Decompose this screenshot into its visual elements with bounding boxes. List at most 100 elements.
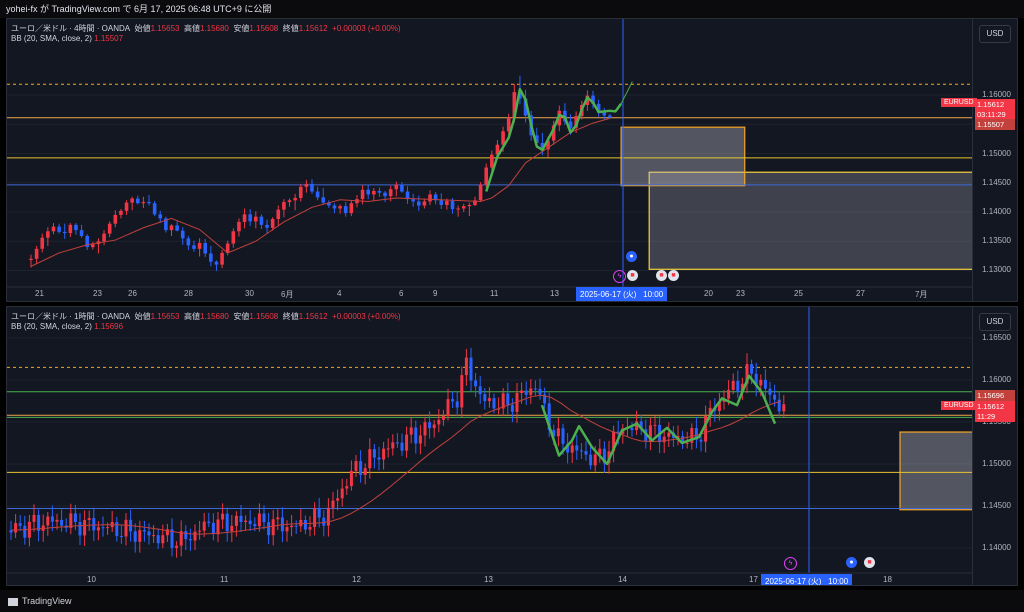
candle-body — [207, 521, 211, 523]
price-tick: 1.13500 — [982, 236, 1011, 246]
symbol-tag-1h: EURUSD — [941, 401, 977, 410]
candle-body — [612, 431, 616, 452]
candle-body — [377, 190, 382, 193]
price-tick: 1.15000 — [982, 458, 1011, 468]
candle-body — [451, 399, 455, 402]
candle-body — [115, 522, 119, 536]
us-flag-event-icon[interactable]: ■ — [627, 270, 638, 281]
us-flag-event-icon-2[interactable]: ■ — [656, 270, 667, 281]
candle-body — [298, 186, 303, 198]
candle-body — [285, 527, 289, 532]
price-scale-4h[interactable]: USD 1.160001.155001.150001.145001.140001… — [972, 19, 1017, 301]
time-tick: 6 — [399, 289, 404, 298]
time-tick: 26 — [128, 289, 137, 298]
price-tick: 1.16000 — [982, 90, 1011, 100]
candle-body — [568, 121, 573, 128]
candle-body — [533, 388, 537, 390]
candle-body — [271, 519, 275, 536]
candle-body — [474, 380, 478, 387]
candle-body — [512, 92, 517, 118]
dividend-lightning-icon-1h[interactable]: ϟ — [784, 557, 797, 570]
candle-body — [203, 242, 208, 254]
candle-body — [230, 525, 234, 532]
dividend-lightning-icon[interactable]: ϟ — [613, 270, 626, 283]
candle-body — [156, 535, 160, 544]
us-flag-event-icon-1h[interactable]: ■ — [864, 557, 875, 568]
candle-body — [60, 519, 64, 526]
candle-body — [165, 529, 169, 536]
crosshair-time-label-1h: 2025-06-17 (火) 10:00 — [761, 574, 853, 585]
candle-body — [495, 144, 500, 155]
candle-body — [395, 442, 399, 444]
candle-body — [248, 214, 252, 222]
candle-body — [359, 461, 363, 475]
candle-body — [78, 521, 82, 536]
candle-body — [432, 424, 436, 429]
candle-body — [777, 399, 781, 412]
currency-button[interactable]: USD — [979, 25, 1011, 43]
chart-panel-1h[interactable]: ユーロ／米ドル · 1時間 · OANDA 始値1.15653 高値1.1568… — [6, 306, 1018, 586]
candle-body — [727, 389, 731, 399]
candle-body — [366, 189, 370, 195]
candle-body — [598, 448, 602, 455]
candle-body — [662, 436, 666, 443]
candle-body — [405, 191, 410, 200]
time-tick: 7月 — [915, 290, 928, 299]
candle-body — [107, 223, 112, 234]
zone-box-upper — [620, 126, 746, 187]
price-tick: 1.14000 — [982, 542, 1011, 552]
candle-body — [552, 429, 556, 437]
time-tick: 4 — [337, 289, 342, 298]
economic-event-icon-1h[interactable]: ● — [846, 557, 857, 568]
candle-body — [313, 508, 317, 528]
candle-body — [253, 524, 257, 527]
legend-ohlc-1h: ユーロ／米ドル · 1時間 · OANDA 始値1.15653 高値1.1568… — [11, 312, 401, 321]
price-tick: 1.16500 — [982, 332, 1011, 342]
candle-body — [158, 214, 163, 219]
candle-body — [708, 407, 712, 416]
candle-body — [768, 388, 772, 395]
candle-body — [418, 435, 422, 444]
candle-body — [464, 357, 468, 376]
price-tick: 1.14500 — [982, 177, 1011, 187]
candle-body — [276, 517, 280, 520]
candle-body — [317, 508, 321, 518]
candle-body — [456, 208, 460, 210]
time-tick: 20 — [704, 289, 713, 298]
time-tick: 13 — [550, 289, 559, 298]
candle-body — [750, 364, 754, 374]
candle-body — [391, 442, 395, 449]
price-tick: 1.15000 — [982, 148, 1011, 158]
candle-body — [667, 432, 671, 437]
bollinger-middle-line — [10, 394, 782, 535]
time-tick: 12 — [352, 575, 361, 584]
price-scale-1h[interactable]: USD 1.165001.160001.155001.150001.145001… — [972, 307, 1017, 585]
candle-body — [282, 202, 286, 210]
candle-body — [14, 523, 18, 533]
candle-body — [135, 198, 140, 204]
candle-body — [46, 516, 50, 526]
chart-panel-4h[interactable]: ユーロ／米ドル · 4時間 · OANDA 始値1.15653 高値1.1568… — [6, 18, 1018, 302]
candle-body — [551, 125, 556, 141]
candle-body — [354, 461, 358, 471]
currency-button-1h[interactable]: USD — [979, 313, 1011, 331]
zone-box-lower — [648, 171, 975, 270]
time-tick: 14 — [618, 575, 627, 584]
candle-body — [759, 379, 763, 386]
candle-body — [372, 449, 376, 458]
candle-body — [589, 454, 593, 466]
candle-body — [690, 428, 694, 443]
chart-canvas-1h[interactable] — [7, 307, 1018, 586]
candle-body — [290, 525, 294, 528]
candle-body — [198, 530, 202, 532]
candle-body — [372, 190, 376, 195]
publish-header: yohei-fx が TradingView.com で 6月 17, 2025… — [0, 0, 1024, 18]
chart-canvas-4h[interactable] — [7, 19, 1018, 302]
us-flag-event-icon-3[interactable]: ■ — [668, 270, 679, 281]
economic-event-icon[interactable]: ● — [626, 251, 637, 262]
price-tick: 1.14000 — [982, 206, 1011, 216]
candle-body — [332, 205, 337, 209]
candle-body — [546, 140, 550, 150]
candle-body — [257, 513, 261, 527]
candle-body — [239, 515, 243, 523]
